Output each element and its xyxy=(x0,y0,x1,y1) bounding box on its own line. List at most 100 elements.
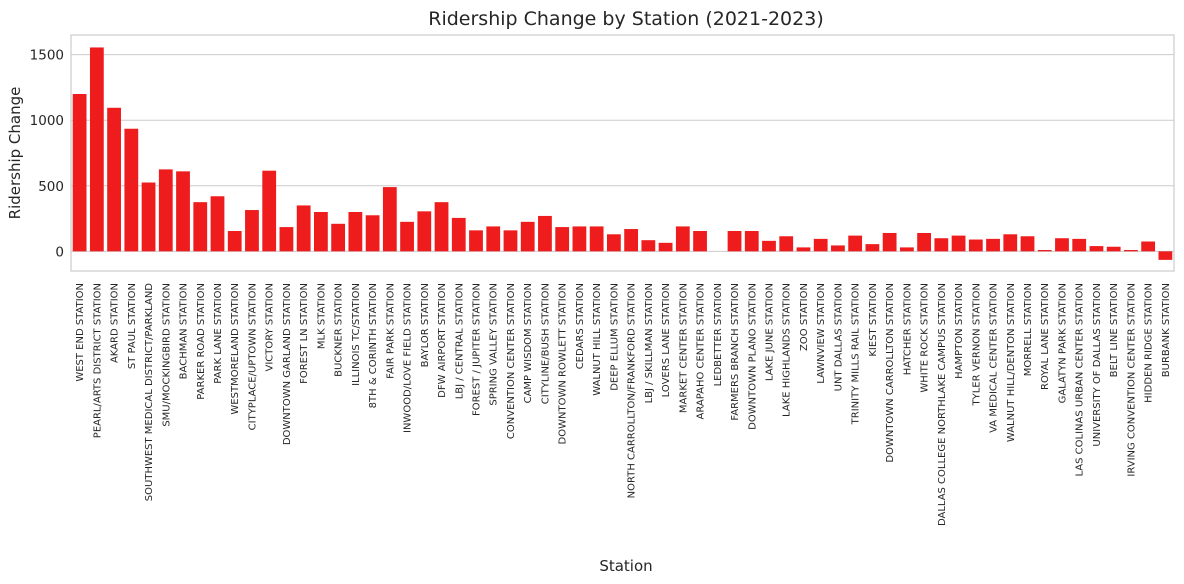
x-tick-label: WALNUT HILL STATION xyxy=(592,283,603,396)
x-tick-label: NORTH CARROLLTON/FRANKFORD STATION xyxy=(627,283,638,498)
bar xyxy=(1141,241,1156,252)
bar xyxy=(296,205,311,252)
bar xyxy=(675,226,690,252)
bar xyxy=(141,182,156,252)
x-tick-label: BAYLOR STATION xyxy=(420,283,431,367)
bar xyxy=(451,217,466,252)
x-tick-label: LOVERS LANE STATION xyxy=(661,283,672,397)
x-tick-label: CAMP WISDOM STATION xyxy=(523,283,534,403)
x-tick-label: INWOOD/LOVE FIELD STATION xyxy=(403,283,414,433)
bar xyxy=(813,238,828,252)
bar xyxy=(1055,238,1069,252)
bar xyxy=(693,231,707,252)
x-tick-label: WALNUT HILL/DENTON STATION xyxy=(1006,283,1017,442)
x-tick-label: UNT DALLAS STATION xyxy=(833,283,844,391)
x-tick-label: ARAPAHO CENTER STATION xyxy=(696,283,707,420)
bar xyxy=(400,221,414,252)
bar xyxy=(469,230,483,252)
x-tick-label: VA MEDICAL CENTER STATION xyxy=(989,283,1000,433)
x-tick-label: DALLAS COLLEGE NORTHLAKE CAMPUS STATION xyxy=(937,283,948,526)
x-tick-label: WEST END STATION xyxy=(75,283,86,382)
gridlines xyxy=(71,54,1174,252)
bar xyxy=(934,238,949,252)
x-tick-label: LAKE JUNE STATION xyxy=(764,283,775,381)
bar xyxy=(572,226,587,252)
x-tick-label: FOREST LN STATION xyxy=(299,283,310,384)
x-tick-label: DFW AIRPORT STATION xyxy=(437,283,448,398)
x-tick-label: KIEST STATION xyxy=(868,283,879,357)
bar xyxy=(848,235,863,252)
x-tick-label: TRINITY MILLS RAIL STATION xyxy=(851,283,862,425)
bar xyxy=(210,196,225,252)
x-tick-label: BACHMAN STATION xyxy=(179,283,190,379)
bar xyxy=(503,230,518,252)
x-tick-label: MORRELL STATION xyxy=(1023,283,1034,376)
x-tick-label: MARKET CENTER STATION xyxy=(678,283,689,413)
x-tick-label: LBJ / SKILLMAN STATION xyxy=(644,283,655,403)
x-tick-label: GALATYN PARK STATION xyxy=(1057,283,1068,403)
bar xyxy=(589,226,604,252)
x-tick-label: AKARD STATION xyxy=(110,283,121,363)
x-tick-label: BURBANK STATION xyxy=(1161,283,1172,377)
x-tick-label: UNIVERSITY OF DALLAS STATION xyxy=(1092,283,1103,447)
bar xyxy=(434,202,449,252)
bar xyxy=(520,221,535,252)
bar xyxy=(899,247,914,252)
x-tick-label: FOREST / JUPITER STATION xyxy=(472,283,483,416)
y-tick-label: 1500 xyxy=(30,48,64,64)
chart-title: Ridership Change by Station (2021-2023) xyxy=(428,8,823,30)
x-tick-label: PARK LANE STATION xyxy=(213,283,224,384)
bar xyxy=(1106,246,1121,252)
bar xyxy=(417,211,432,252)
bar xyxy=(538,215,552,252)
bars xyxy=(72,47,1173,260)
x-tick-label: HATCHER STATION xyxy=(902,283,913,375)
x-tick-label: WHITE ROCK STATION xyxy=(920,283,931,393)
x-tick-label: CITYLINE/BUSH STATION xyxy=(540,283,551,404)
bar xyxy=(986,238,1000,252)
x-tick-label: ST PAUL STATION xyxy=(127,283,138,369)
x-tick-label: IRVING CONVENTION CENTER STATION xyxy=(1126,283,1137,477)
bar xyxy=(1037,250,1052,252)
x-tick-label: DOWNTOWN CARROLLTON STATION xyxy=(885,283,896,463)
bar xyxy=(762,240,776,252)
bar xyxy=(831,245,845,252)
x-tick-label: DOWNTOWN PLANO STATION xyxy=(747,283,758,430)
x-axis-ticks: WEST END STATION PEARL/ARTS DISTRICT STAT… xyxy=(75,283,1172,526)
bar xyxy=(158,169,173,252)
bar xyxy=(348,212,363,252)
x-tick-label: ILLINOIS TC/STATION xyxy=(351,283,362,386)
x-tick-label: LEDBETTER STATION xyxy=(713,283,724,386)
x-tick-label: LAS COLINAS URBAN CENTER STATION xyxy=(1075,283,1086,477)
bar xyxy=(624,229,639,252)
x-tick-label: BUCKNER STATION xyxy=(334,283,345,377)
bar xyxy=(1020,236,1035,252)
x-tick-label: CITYPLACE/UPTOWN STATION xyxy=(247,283,258,430)
bar xyxy=(1158,251,1173,260)
y-tick-label: 0 xyxy=(55,244,64,260)
bar xyxy=(262,170,277,252)
bar xyxy=(727,231,742,252)
x-tick-label: FARMERS BRANCH STATION xyxy=(730,283,741,421)
bar xyxy=(1089,246,1104,252)
x-tick-label: ZOO STATION xyxy=(799,283,810,351)
bar xyxy=(882,232,897,252)
bar xyxy=(486,226,501,252)
bar xyxy=(865,244,880,252)
x-tick-label: LAWNVIEW STATION xyxy=(816,283,827,384)
y-tick-label: 1000 xyxy=(30,113,64,129)
bar xyxy=(314,212,328,252)
x-tick-label: PARKER ROAD STATION xyxy=(196,283,207,400)
bar xyxy=(1072,238,1087,252)
x-tick-label: FAIR PARK STATION xyxy=(385,283,396,379)
bar xyxy=(744,231,759,252)
x-tick-label: DEEP ELLUM STATION xyxy=(609,283,620,391)
bar xyxy=(951,235,966,252)
x-tick-label: VICTORY STATION xyxy=(265,283,276,372)
x-tick-label: PEARL/ARTS DISTRICT STATION xyxy=(92,283,103,438)
x-tick-label: SOUTHWEST MEDICAL DISTRICT/PARKLAND xyxy=(144,283,155,501)
x-tick-label: CEDARS STATION xyxy=(575,283,586,369)
x-axis-label: Station xyxy=(599,557,652,575)
bar xyxy=(279,227,294,252)
bar xyxy=(193,202,208,252)
